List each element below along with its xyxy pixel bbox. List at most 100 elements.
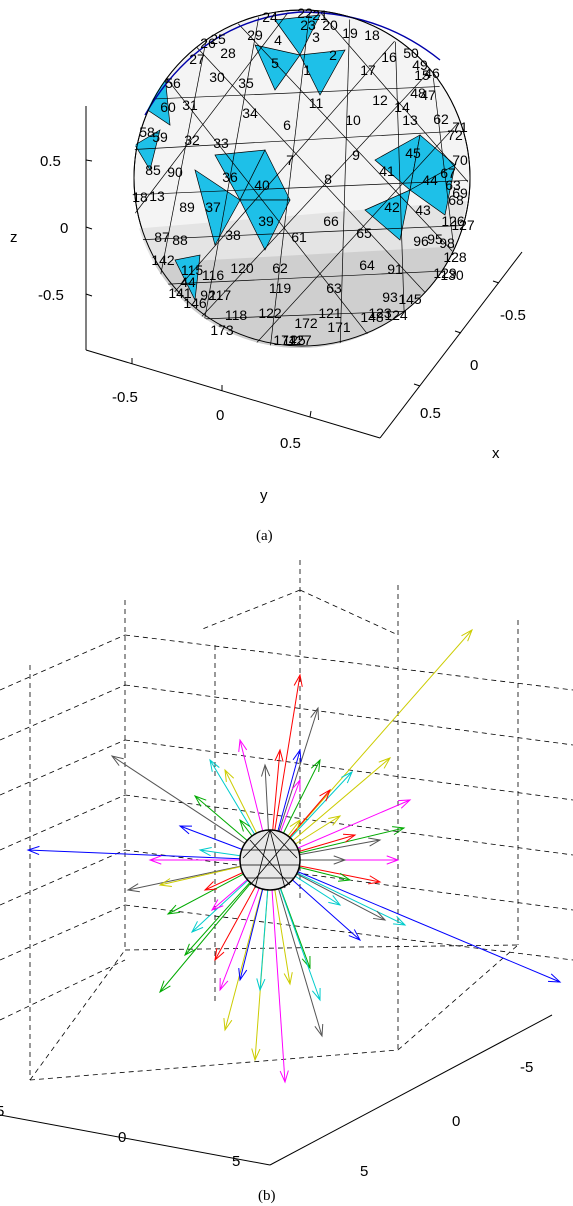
triangle-label: 126 xyxy=(441,213,465,229)
vector-arrow xyxy=(269,859,286,1083)
y-axis-label: y xyxy=(260,487,268,504)
triangle-label: 10 xyxy=(345,112,361,128)
z-tick-label: 0.5 xyxy=(40,153,61,170)
triangle-label: 141 xyxy=(168,285,192,301)
triangle-label: 45 xyxy=(405,145,421,161)
triangle-label: 72 xyxy=(447,127,463,143)
triangle-label: 44 xyxy=(422,172,438,188)
triangle-label: 18 xyxy=(132,189,148,205)
z-tick-label: 0 xyxy=(60,220,68,237)
triangle-label: 32 xyxy=(184,132,200,148)
z-tick-label: -0.5 xyxy=(38,287,64,304)
y-tick-label: -5 xyxy=(520,1059,533,1076)
triangle-label: 22 xyxy=(297,5,313,21)
triangle-label: 14 xyxy=(394,99,410,115)
triangle-label: 93 xyxy=(382,289,398,305)
triangle-label: 11 xyxy=(309,95,324,111)
triangle-label: 124 xyxy=(384,307,408,323)
triangle-label: 95 xyxy=(427,231,443,247)
vector-arrowhead xyxy=(310,758,321,772)
triangle-label: 92 xyxy=(200,287,216,303)
triangle-label: 63 xyxy=(326,280,342,296)
triangle-label: 20 xyxy=(322,17,338,33)
triangle-label: 35 xyxy=(238,75,254,91)
triangle-label: 56 xyxy=(165,75,181,91)
vector-arrowhead xyxy=(223,1018,233,1032)
triangle-label: 127 xyxy=(451,217,475,233)
triangle-label: 34 xyxy=(242,105,258,121)
vector-arrow xyxy=(111,755,271,861)
triangle-label: 69 xyxy=(452,185,468,201)
vector-arrowhead xyxy=(397,799,412,809)
vector-arrowhead xyxy=(311,987,321,1002)
vector-arrowhead xyxy=(328,895,342,906)
vector-arrowhead xyxy=(166,904,180,915)
triangle-label: 50 xyxy=(403,45,419,61)
vector-arrowhead xyxy=(283,972,293,986)
cyan-face xyxy=(239,199,291,251)
vector-arrowhead xyxy=(110,755,124,766)
triangle-label: 38 xyxy=(225,227,241,243)
vector-arrowhead xyxy=(373,910,387,921)
y-tick-label: -0.5 xyxy=(112,389,138,406)
x-tick-label: 0 xyxy=(118,1129,126,1146)
vector-arrowhead xyxy=(328,815,342,826)
triangle-label: 44 xyxy=(180,274,196,290)
vector-arrowhead xyxy=(239,818,251,832)
y-tick-label: 0 xyxy=(452,1113,460,1130)
vector-arrowhead xyxy=(338,872,352,882)
vector-arrowhead xyxy=(126,883,140,893)
triangle-label: 6 xyxy=(283,117,291,133)
triangle-label: 21 xyxy=(312,7,328,23)
vector-arrowhead xyxy=(319,788,331,802)
x-tick-label: 0 xyxy=(470,357,478,374)
vector-arrowhead xyxy=(256,978,266,992)
triangle-label: 127 xyxy=(288,332,312,348)
triangle-label: 65 xyxy=(356,225,372,241)
triangle-label: 87 xyxy=(154,229,170,245)
triangle-label: 17 xyxy=(360,62,376,78)
triangle-label: 13 xyxy=(149,188,165,204)
vector-arrowhead xyxy=(341,770,353,784)
triangle-label: 49 xyxy=(412,57,428,73)
triangle-label: 40 xyxy=(254,177,270,193)
vector-arrowhead xyxy=(301,955,311,970)
triangle-label: 64 xyxy=(359,257,375,273)
triangle-label: 63 xyxy=(445,177,461,193)
triangle-label: 125 xyxy=(282,332,306,348)
vector-arrow xyxy=(269,629,473,861)
vector-arrowhead xyxy=(378,757,392,769)
triangle-label: 29 xyxy=(247,27,263,43)
triangle-label: 59 xyxy=(152,129,168,145)
cyan-face xyxy=(134,129,161,171)
vector-arrowhead xyxy=(392,826,406,836)
vector-arrowhead xyxy=(310,706,320,721)
triangle-label: 39 xyxy=(258,213,274,229)
triangle-label: 120 xyxy=(230,260,254,276)
triangle-label: 61 xyxy=(291,229,307,245)
triangle-label: 89 xyxy=(179,199,195,215)
triangle-label: 30 xyxy=(209,69,225,85)
triangle-label: 85 xyxy=(145,162,161,178)
triangle-label: 31 xyxy=(182,97,198,113)
triangle-label: 174 xyxy=(273,332,297,348)
axes-frame-a xyxy=(85,106,523,439)
vector-arrowhead xyxy=(279,1070,289,1084)
vector-arrowhead xyxy=(158,878,172,888)
triangle-label: 128 xyxy=(443,249,467,265)
vector-arrowhead xyxy=(292,748,302,762)
small-sphere xyxy=(239,829,301,891)
triangle-label: 7 xyxy=(286,152,294,168)
vector-arrowhead xyxy=(178,825,193,835)
vector-arrowhead xyxy=(393,916,407,926)
dashed-grid xyxy=(0,560,573,1081)
vector-arrowhead xyxy=(238,738,248,752)
cyan-face xyxy=(194,169,241,246)
vector-arrow xyxy=(269,674,301,861)
vector-arrowhead xyxy=(342,833,357,843)
vector-arrowhead xyxy=(386,855,400,865)
vector-arrowhead xyxy=(333,855,347,865)
triangle-label: 5 xyxy=(271,55,279,71)
